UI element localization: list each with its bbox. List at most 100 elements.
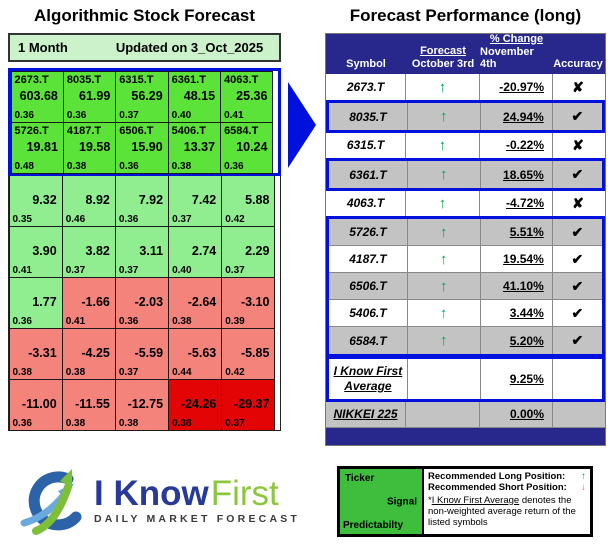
up-arrow-icon: ↑ bbox=[438, 194, 447, 212]
forecast-cell: 4187.T 19.58 0.38 bbox=[62, 121, 117, 174]
predictability-value: 0.38 bbox=[171, 160, 192, 172]
forecast-cell: -2.64 0.38 bbox=[168, 276, 223, 329]
accuracy-cell: ✔ bbox=[571, 304, 584, 321]
change-cell: 3.44% bbox=[481, 300, 553, 326]
forecast-cell: 6584.T 10.24 0.36 bbox=[220, 121, 274, 174]
change-cell: 18.65% bbox=[481, 161, 553, 188]
predictability-value: 0.40 bbox=[172, 264, 192, 276]
up-arrow-icon: ↑ bbox=[438, 136, 447, 154]
legend-down-arrow-icon: ↓ bbox=[581, 482, 586, 494]
logo-tagline: DAILY MARKET FORECAST bbox=[94, 512, 301, 525]
change-header-label: % Change bbox=[489, 33, 544, 45]
predictability-value: 0.36 bbox=[12, 417, 32, 429]
change-cell: -20.97% bbox=[480, 74, 553, 100]
predictability-value: 0.44 bbox=[172, 366, 192, 378]
heatmap-row: -3.31 0.38 -4.25 0.38 -5.59 0.37 -5.63 0.44 … bbox=[8, 327, 280, 380]
forecast-cell: -5.59 0.37 bbox=[114, 327, 170, 380]
change-cell: 0.00% bbox=[480, 401, 553, 427]
accuracy-cell: ✘ bbox=[572, 78, 584, 95]
signal-value: 48.15 bbox=[183, 88, 216, 103]
forecast-cell: 1.77 0.36 bbox=[8, 276, 63, 329]
legend-short-text: Recommended Short Position: bbox=[428, 482, 567, 494]
signal-value: 56.29 bbox=[131, 88, 163, 103]
forecast-cell: -29.37 0.37 bbox=[221, 378, 276, 431]
accuracy-column-header: Accuracy bbox=[553, 58, 603, 70]
symbol-cell: 2673.T bbox=[326, 74, 406, 100]
legend-predictability-label: Predictabilty bbox=[343, 520, 404, 531]
performance-row: 8035.T ↑ 24.94% ✔ bbox=[329, 103, 602, 130]
predictability-value: 0.37 bbox=[119, 109, 139, 121]
forecast-header-label: Forecast bbox=[420, 45, 466, 57]
up-arrow-icon: ↑ bbox=[440, 304, 448, 322]
ticker-label: 8035.T bbox=[66, 73, 102, 86]
performance-row: 2673.T ↑ -20.97% ✘ bbox=[326, 74, 605, 101]
symbol-cell: 8035.T bbox=[329, 103, 408, 130]
change-cell: 5.51% bbox=[481, 219, 553, 245]
predictability-value: 0.38 bbox=[65, 417, 86, 429]
forecast-cell: ↑ bbox=[408, 103, 481, 130]
symbol-cell: 4063.T bbox=[326, 190, 406, 216]
signal-value: 9.32 bbox=[32, 192, 57, 207]
up-arrow-icon: ↑ bbox=[440, 250, 448, 268]
updated-date-label: Updated on 3_Oct_2025 bbox=[115, 40, 264, 55]
forecast-cell: -4.25 0.38 bbox=[61, 327, 116, 380]
heatmap-row: 5726.T 19.81 0.48 4187.T 19.58 0.38 6506.T 15… bbox=[10, 121, 278, 174]
legend-note-asterisk: * bbox=[428, 494, 432, 506]
average-row: I Know First Average 9.25% bbox=[329, 359, 602, 399]
forecast-cell: -11.00 0.36 bbox=[8, 378, 63, 431]
forecast-period-bar: 1 Month Updated on 3_Oct_2025 bbox=[8, 33, 281, 62]
forecast-cell: 5726.T 19.81 0.48 bbox=[10, 121, 64, 174]
ticker-label: 6361.T bbox=[171, 73, 206, 86]
forecast-cell: -2.03 0.36 bbox=[114, 276, 170, 329]
performance-panel: Forecast Performance (long) Symbol Forec… bbox=[325, 6, 606, 446]
forecast-cell: 2673.T 603.68 0.36 bbox=[10, 70, 64, 123]
signal-value: 3.11 bbox=[139, 243, 164, 258]
signal-value: 61.99 bbox=[79, 88, 111, 103]
up-arrow-icon: ↑ bbox=[440, 277, 448, 295]
signal-value: 603.68 bbox=[19, 88, 58, 103]
predictability-value: 0.41 bbox=[12, 264, 32, 276]
forecast-cell: ↑ bbox=[408, 300, 481, 326]
performance-table: Symbol Forecast October 3rd % Change Nov… bbox=[325, 33, 606, 446]
signal-value: 3.90 bbox=[32, 243, 57, 258]
performance-row: 6315.T ↑ -0.22% ✘ bbox=[326, 132, 605, 159]
signal-value: -5.85 bbox=[240, 345, 270, 360]
performance-row: 6506.T ↑ 41.10% ✔ bbox=[329, 273, 602, 300]
forecast-cell: ↑ bbox=[408, 161, 481, 188]
signal-value: -11.00 bbox=[21, 396, 57, 411]
signal-value: -3.10 bbox=[240, 294, 270, 309]
ticker-label: 4187.T bbox=[66, 124, 102, 137]
legend-long-line: Recommended Long Position: ↑ bbox=[428, 471, 586, 482]
legend-long-text: Recommended Long Position: bbox=[428, 471, 566, 482]
legend-box: Ticker Signal Predictabilty Recommended … bbox=[337, 466, 593, 537]
symbol-cell: 6361.T bbox=[329, 161, 408, 188]
change-cell: 24.94% bbox=[481, 103, 553, 130]
forecast-cell: 5.88 0.42 bbox=[221, 174, 276, 227]
change-column-header: % Change November 4th bbox=[480, 33, 553, 74]
predictability-value: 0.48 bbox=[14, 160, 34, 172]
signal-value: -1.66 bbox=[81, 294, 110, 309]
forecast-cell: 5406.T 13.37 0.38 bbox=[167, 121, 222, 174]
forecast-cell: ↑ bbox=[406, 132, 480, 158]
predictability-value: 0.40 bbox=[171, 109, 192, 121]
signal-value: 7.42 bbox=[191, 192, 217, 207]
legend-signal-label: Signal bbox=[386, 496, 417, 507]
accuracy-cell: ✘ bbox=[572, 194, 584, 211]
forecast-cell: 7.42 0.37 bbox=[168, 174, 223, 227]
top-signals-highlight-box: 2673.T 603.68 0.36 8035.T 61.99 0.36 6315.T 5… bbox=[8, 68, 281, 176]
forecast-cell bbox=[408, 359, 481, 399]
predictability-value: 0.36 bbox=[118, 315, 139, 327]
iknowfirst-logo: I KnowFirst DAILY MARKET FORECAST bbox=[16, 462, 312, 538]
ticker-label: 5726.T bbox=[14, 124, 49, 137]
up-arrow-icon: ↑ bbox=[440, 166, 448, 183]
forecast-cell: ↑ bbox=[408, 327, 481, 354]
forecast-cell: 6361.T 48.15 0.40 bbox=[167, 70, 222, 123]
predictability-value: 0.37 bbox=[225, 264, 245, 276]
forecast-column-header: Forecast October 3rd bbox=[406, 34, 480, 74]
logo-word-iknow: I Know bbox=[94, 473, 209, 513]
accuracy-cell: ✘ bbox=[572, 136, 584, 153]
forecast-arrow-icon bbox=[288, 82, 316, 168]
accuracy-cell: ✔ bbox=[571, 108, 584, 124]
table-footer-bar bbox=[326, 428, 605, 445]
forecast-cell: 8.92 0.46 bbox=[61, 174, 116, 227]
